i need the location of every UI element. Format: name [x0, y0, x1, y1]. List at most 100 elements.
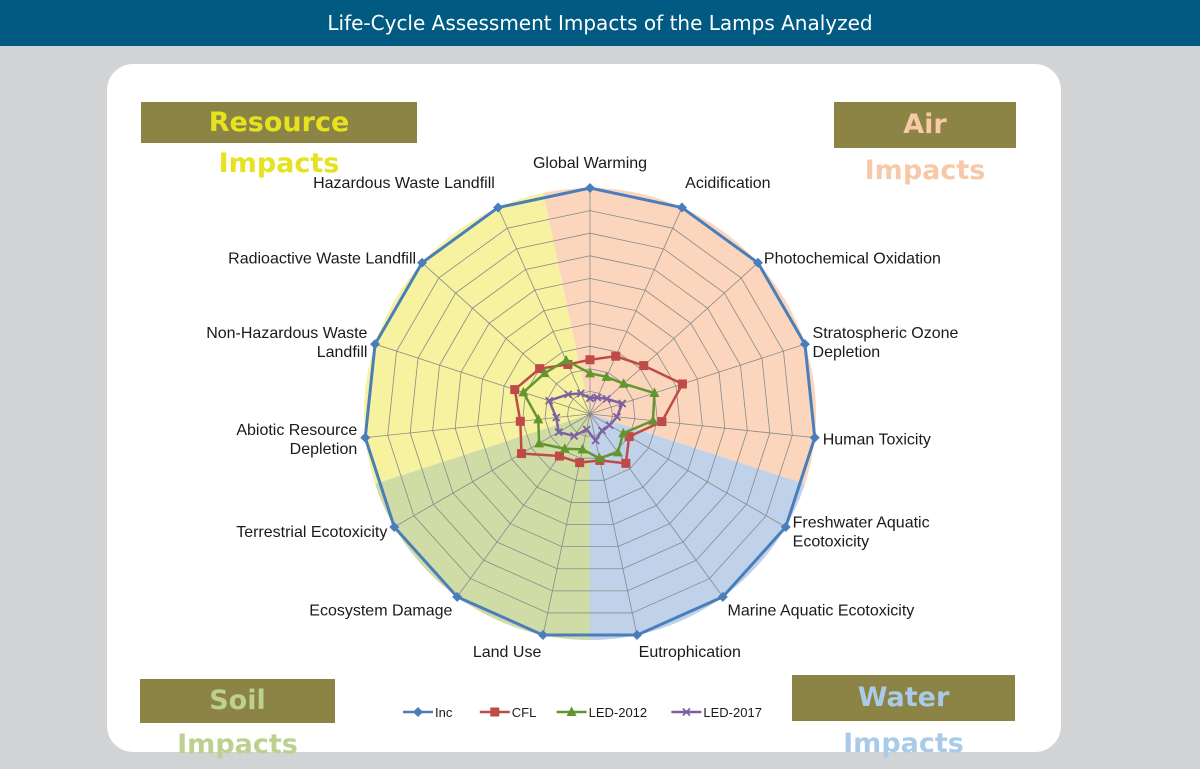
series-LED-2012	[518, 354, 660, 463]
grid-spoke-11	[365, 413, 591, 439]
axis-label-line: Depletion	[290, 441, 358, 458]
point-LED-2012-5	[618, 427, 629, 438]
axis-label-line: Human Toxicity	[823, 431, 931, 448]
axis-label-line: Stratospheric Ozone	[813, 325, 959, 342]
legend-item-LED-2012: LED-2012	[556, 705, 648, 720]
point-CFL-8	[575, 458, 585, 468]
point-LED-2017-3	[618, 399, 627, 408]
point-LED-2012-10	[534, 437, 545, 448]
point-Inc-13	[417, 257, 428, 268]
point-LED-2012-7	[594, 452, 605, 463]
point-Inc-2	[752, 257, 763, 268]
grid-spoke-4	[589, 413, 815, 439]
point-LED-2017-10	[554, 427, 563, 437]
point-CFL-6	[621, 458, 631, 468]
axis-label-7: Eutrophication	[639, 644, 741, 661]
grid-spoke-7	[589, 413, 638, 636]
axis-label-line: Radioactive Waste Landfill	[228, 250, 416, 267]
point-CFL-5	[624, 432, 634, 442]
legend-item-Inc: Inc	[403, 705, 453, 720]
page-title: Life-Cycle Assessment Impacts of the Lam…	[0, 0, 1200, 46]
point-LED-2017-11	[552, 413, 561, 422]
axis-label-0: Global Warming	[533, 155, 647, 172]
axis-label-line: Global Warming	[533, 155, 647, 172]
point-Inc-11	[360, 432, 371, 443]
point-Inc-10	[389, 522, 400, 532]
point-Inc-12	[370, 339, 381, 350]
legend-marker-CFL	[490, 707, 500, 717]
point-LED-2012-3	[649, 387, 660, 398]
axis-label-line: Acidification	[685, 175, 770, 192]
axis-label-line: Non-Hazardous Waste	[206, 325, 367, 342]
grid-spoke-9	[456, 413, 591, 598]
axis-label-line: Abiotic Resource	[236, 422, 357, 439]
grid-spoke-12	[374, 343, 591, 415]
point-LED-2012-14	[561, 354, 572, 365]
point-CFL-1	[611, 351, 621, 361]
series-Inc	[360, 183, 820, 641]
point-LED-2012-0	[585, 367, 595, 378]
point-LED-2012-13	[539, 367, 550, 378]
axis-label-1: Acidification	[685, 175, 770, 192]
series-line-LED-2017	[547, 392, 624, 442]
axis-label-line: Ecosystem Damage	[309, 602, 452, 619]
grid-spoke-2	[589, 262, 759, 415]
point-CFL-3	[677, 379, 687, 389]
axis-label-14: Hazardous Waste Landfill	[313, 175, 495, 192]
point-CFL-4	[657, 417, 667, 427]
axis-label-line: Photochemical Oxidation	[764, 250, 941, 267]
series-CFL	[510, 351, 687, 468]
legend-item-LED-2017: LED-2017	[671, 705, 762, 720]
point-CFL-2	[639, 361, 649, 371]
point-CFL-10	[516, 449, 526, 459]
grid-spoke-13	[421, 262, 591, 415]
point-LED-2012-2	[618, 378, 629, 388]
point-LED-2012-11	[533, 413, 544, 424]
series-line-Inc	[363, 186, 817, 637]
axis-label-8: Land Use	[473, 644, 542, 661]
grid-spoke-3	[589, 343, 806, 415]
point-CFL-0	[585, 355, 595, 365]
point-Inc-5	[780, 522, 791, 532]
point-LED-2017-7	[591, 436, 600, 445]
point-LED-2017-12	[545, 396, 554, 405]
point-Inc-9	[452, 591, 463, 602]
point-Inc-4	[809, 432, 820, 443]
point-LED-2012-9	[559, 443, 570, 453]
water-impacts-label: Water Impacts	[792, 675, 1015, 759]
axis-label-line: Landfill	[317, 344, 368, 361]
grid-spoke-6	[589, 413, 724, 598]
axis-label-line: Ecotoxicity	[793, 534, 869, 551]
soil-impacts-label: Soil Impacts	[140, 679, 335, 760]
point-LED-2017-13	[564, 390, 573, 399]
point-CFL-9	[554, 451, 564, 461]
point-CFL-13	[535, 364, 545, 374]
point-Inc-6	[717, 591, 728, 602]
grid-ring-4	[499, 323, 681, 503]
point-LED-2012-1	[601, 371, 612, 381]
axis-label-line: Terrestrial Ecotoxicity	[236, 524, 387, 541]
legend-item-CFL: CFL	[479, 705, 536, 720]
legend-marker-LED-2012	[566, 706, 577, 716]
axis-label-12: Non-Hazardous Waste Landfill	[206, 325, 367, 361]
grid-ring-1	[567, 390, 613, 437]
axis-label-13: Radioactive Waste Landfill	[228, 250, 416, 267]
grid-ring-8	[409, 232, 771, 592]
axis-label-line: Depletion	[813, 344, 881, 361]
point-LED-2012-4	[647, 415, 658, 425]
axis-label-line: Freshwater Aquatic	[793, 515, 930, 532]
point-CFL-12	[510, 385, 520, 395]
chart-card: Resource Impacts Air Impacts Soil Impact…	[107, 64, 1061, 760]
grid-ring-9	[387, 210, 793, 614]
grid-ring-6	[454, 277, 726, 548]
axis-label-9: Ecosystem Damage	[309, 602, 452, 619]
point-CFL-14	[563, 359, 573, 369]
axis-label-10: Terrestrial Ecotoxicity	[236, 524, 387, 541]
point-LED-2012-12	[518, 386, 529, 397]
point-LED-2012-8	[577, 443, 588, 454]
legend-label-LED-2012: LED-2012	[589, 705, 648, 720]
point-LED-2012-6	[612, 446, 623, 457]
point-LED-2017-0	[585, 394, 595, 403]
legend-marker-Inc	[413, 707, 423, 717]
grid-ring-2	[544, 368, 636, 459]
